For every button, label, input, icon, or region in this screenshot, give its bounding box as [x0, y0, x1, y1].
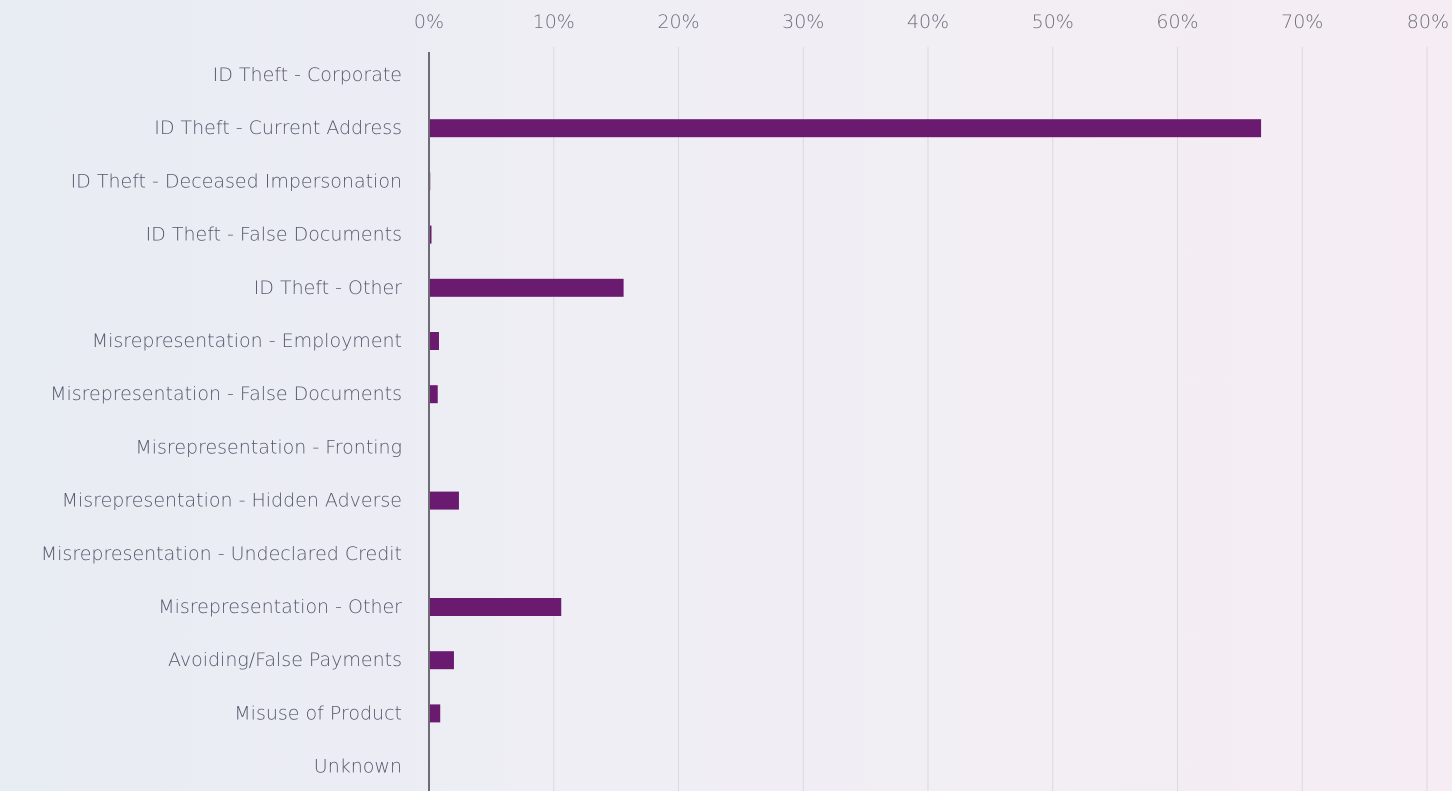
category-label: Misrepresentation - False Documents: [50, 383, 402, 405]
category-labels: ID Theft - Corporate ID Theft - Current A…: [41, 64, 402, 778]
category-label: Misrepresentation - Undeclared Credit: [41, 543, 402, 565]
x-tick-label: 20%: [657, 11, 699, 33]
category-label: ID Theft - Corporate: [213, 64, 402, 86]
category-label: ID Theft - Deceased Impersonation: [71, 170, 402, 192]
category-label: Misrepresentation - Hidden Adverse: [62, 490, 402, 512]
x-tick-label: 40%: [907, 11, 949, 33]
bar: [429, 491, 459, 510]
x-axis-ticks: 0% 10% 20% 30% 40% 50% 60% 70% 80%: [414, 11, 1449, 33]
bar: [429, 225, 432, 244]
x-tick-label: 70%: [1281, 11, 1323, 33]
bars: [429, 119, 1262, 723]
x-tick-label: 80%: [1407, 11, 1449, 33]
x-tick-label: 10%: [533, 11, 575, 33]
category-label: Unknown: [314, 756, 402, 778]
category-label: Misrepresentation - Employment: [92, 330, 402, 352]
bar: [429, 119, 1262, 138]
bar: [429, 332, 439, 350]
bar: [429, 704, 441, 723]
category-label: Misuse of Product: [234, 702, 402, 724]
bar: [429, 598, 562, 616]
grid-lines: [553, 47, 1428, 791]
x-tick-label: 60%: [1156, 11, 1198, 33]
category-label: ID Theft - Other: [254, 277, 402, 299]
x-tick-label: 0%: [414, 11, 444, 33]
bar: [429, 278, 624, 297]
bar: [429, 651, 454, 670]
category-label: Misrepresentation - Fronting: [135, 436, 402, 458]
x-tick-label: 50%: [1032, 11, 1074, 33]
x-tick-label: 30%: [782, 11, 824, 33]
category-label: ID Theft - Current Address: [154, 117, 402, 139]
category-label: ID Theft - False Documents: [146, 224, 402, 246]
bar: [429, 385, 438, 404]
category-label: Avoiding/False Payments: [168, 649, 402, 671]
category-label: Misrepresentation - Other: [158, 596, 402, 618]
